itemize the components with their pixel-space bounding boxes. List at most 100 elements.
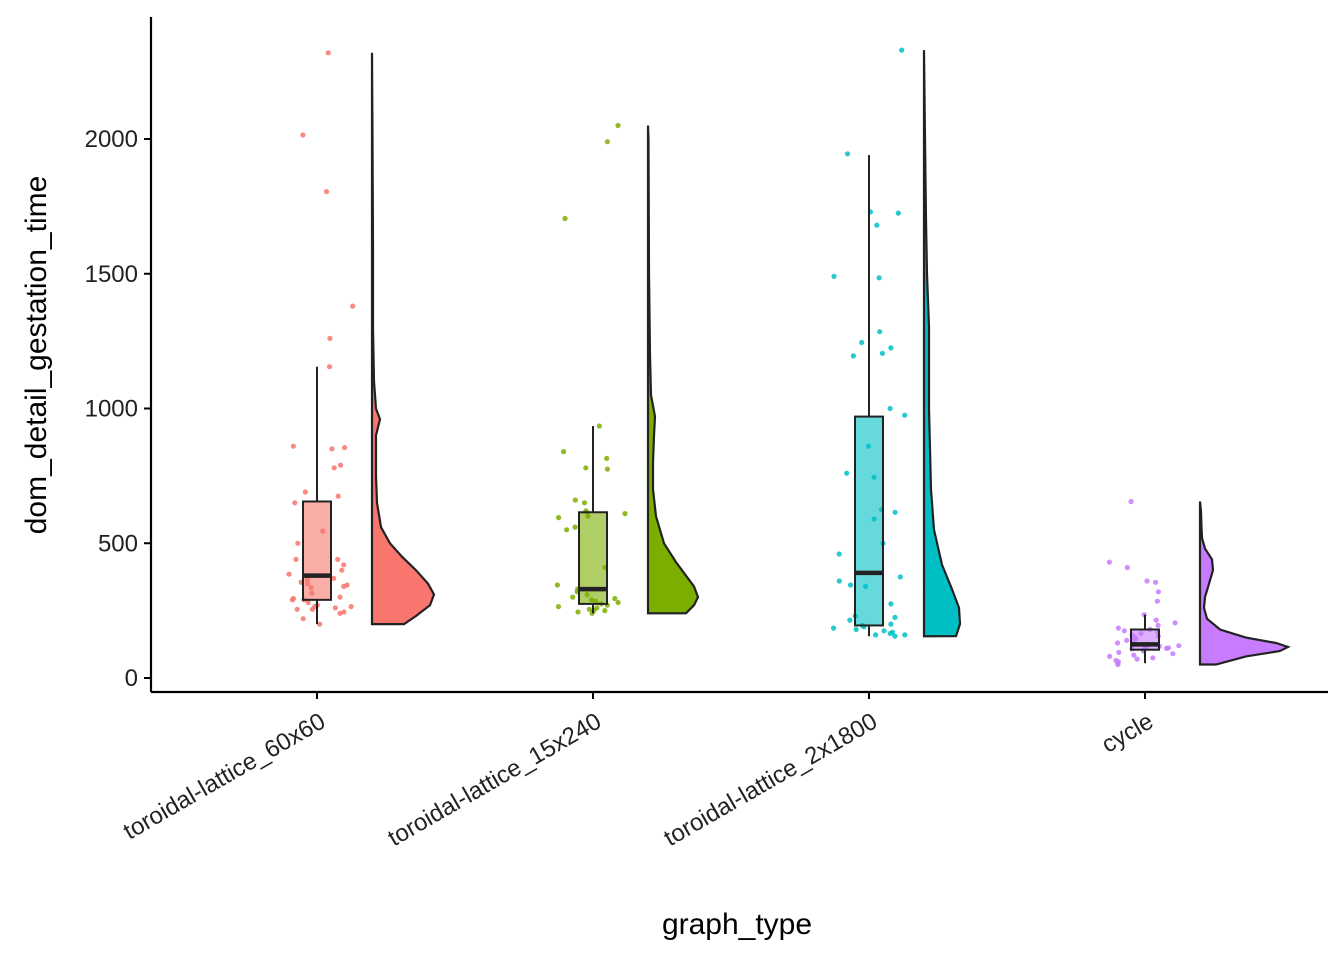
data-point xyxy=(1107,653,1113,660)
data-point xyxy=(892,614,898,621)
data-point xyxy=(570,594,576,600)
data-point xyxy=(902,412,908,418)
data-point xyxy=(847,617,853,623)
data-point xyxy=(339,567,345,573)
data-point xyxy=(602,608,608,614)
data-point xyxy=(1115,625,1121,631)
data-point xyxy=(897,574,903,580)
data-point xyxy=(300,132,306,138)
data-point xyxy=(1155,622,1161,629)
data-point xyxy=(1172,620,1178,626)
data-point xyxy=(554,582,561,588)
data-point xyxy=(561,449,567,455)
data-point xyxy=(1170,651,1176,657)
box xyxy=(854,415,884,627)
data-point xyxy=(887,405,893,412)
data-point xyxy=(348,604,354,610)
data-point xyxy=(331,465,337,471)
data-point xyxy=(572,524,578,530)
box xyxy=(302,500,332,601)
data-point xyxy=(1124,637,1130,643)
data-point xyxy=(1153,579,1159,585)
data-point xyxy=(325,50,331,56)
data-point xyxy=(1128,498,1134,505)
data-point xyxy=(342,445,348,451)
category-group-0 xyxy=(286,50,436,627)
data-point xyxy=(556,515,562,521)
y-tick-label: 1500 xyxy=(85,261,138,288)
data-point xyxy=(604,139,611,145)
data-point xyxy=(853,626,859,633)
x-tick-label: cycle xyxy=(1097,708,1158,759)
data-point xyxy=(341,562,347,568)
data-point xyxy=(1153,617,1159,623)
data-point xyxy=(850,353,857,359)
data-point xyxy=(888,345,894,351)
data-point xyxy=(892,509,898,515)
data-point xyxy=(873,632,879,638)
data-point xyxy=(338,462,344,468)
data-point xyxy=(1124,564,1130,571)
data-point xyxy=(335,493,341,499)
data-point xyxy=(844,151,851,157)
y-tick-label: 1000 xyxy=(85,396,138,423)
data-point xyxy=(555,604,562,610)
data-point xyxy=(289,597,295,603)
x-tick-label: toroidal-lattice_2x1800 xyxy=(659,708,882,852)
data-point xyxy=(293,556,299,563)
data-point xyxy=(836,551,842,557)
data-point xyxy=(300,616,306,622)
data-point xyxy=(302,489,308,495)
data-point xyxy=(831,273,837,279)
data-point xyxy=(1131,652,1137,658)
data-point xyxy=(888,621,894,627)
data-point xyxy=(583,465,589,471)
data-point xyxy=(622,510,628,517)
data-point xyxy=(892,633,898,639)
box xyxy=(1130,628,1160,651)
data-point xyxy=(615,122,621,129)
data-point xyxy=(1116,649,1122,656)
data-point xyxy=(1150,655,1156,661)
data-point xyxy=(564,527,570,533)
data-point xyxy=(323,189,330,195)
data-point xyxy=(350,303,356,309)
data-point xyxy=(572,497,578,503)
data-point xyxy=(612,595,618,602)
data-point xyxy=(1164,645,1170,652)
data-point xyxy=(581,500,588,506)
data-point xyxy=(1114,640,1121,646)
data-point xyxy=(1144,578,1150,584)
data-point xyxy=(327,335,333,341)
data-point xyxy=(1155,589,1161,595)
data-point xyxy=(844,470,850,476)
data-point xyxy=(836,578,842,584)
data-point xyxy=(329,446,335,452)
data-point xyxy=(295,540,301,546)
data-point xyxy=(831,625,837,631)
data-point xyxy=(596,423,603,429)
plot-area xyxy=(286,47,1291,668)
data-point xyxy=(337,610,343,616)
data-point xyxy=(1134,656,1140,662)
category-group-2 xyxy=(831,47,962,639)
category-group-3 xyxy=(1106,498,1291,668)
y-axis-title: dom_detail_gestation_time xyxy=(20,176,53,535)
data-point xyxy=(859,339,865,346)
data-point xyxy=(887,630,893,637)
data-point xyxy=(1115,661,1121,668)
data-point xyxy=(877,329,883,335)
data-point xyxy=(294,606,300,612)
y-tick-label: 0 xyxy=(125,665,138,692)
data-point xyxy=(575,609,581,615)
data-point xyxy=(586,606,592,612)
data-point xyxy=(292,500,298,506)
violin-shape xyxy=(1198,501,1291,666)
data-point xyxy=(1106,559,1112,565)
data-point xyxy=(341,583,347,590)
data-point xyxy=(888,601,894,607)
violin-shape xyxy=(646,125,700,615)
category-group-1 xyxy=(554,122,700,616)
x-tick-label: toroidal-lattice_60x60 xyxy=(119,708,330,845)
